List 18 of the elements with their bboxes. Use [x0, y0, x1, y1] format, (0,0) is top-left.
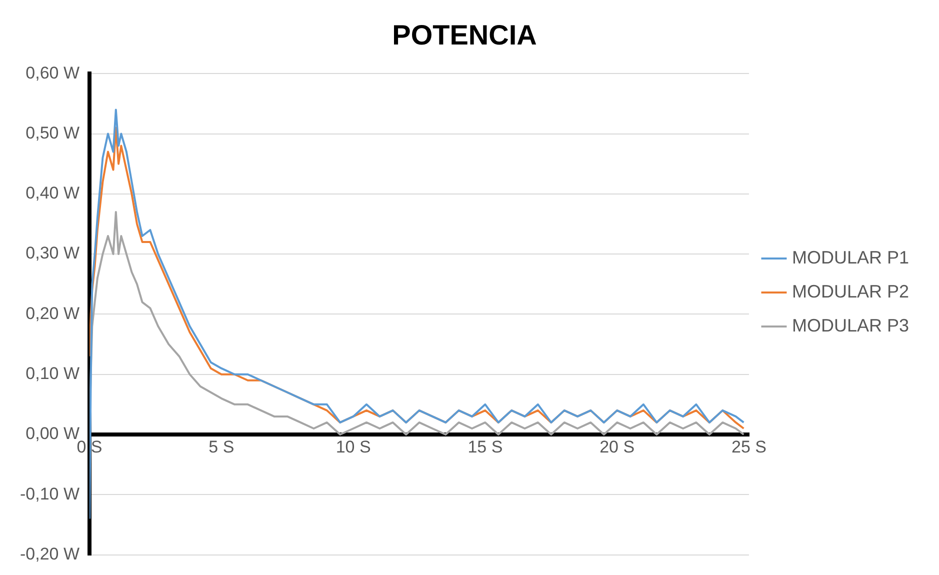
y-tick-label: 0,60 W [26, 63, 80, 82]
y-tick-label: -0,20 W [20, 544, 80, 564]
x-tick-label: 25 S [731, 437, 766, 456]
y-tick-label: 0,40 W [26, 184, 80, 203]
x-tick-label: 0 S [76, 437, 102, 456]
legend-label: MODULAR P1 [792, 247, 910, 268]
x-tick-label: 15 S [468, 437, 503, 456]
y-tick-label: 0,20 W [26, 304, 80, 323]
y-tick-label: 0,30 W [26, 244, 80, 263]
legend-label: MODULAR P3 [792, 315, 910, 336]
chart-title: POTENCIA [392, 20, 537, 51]
x-tick-label: 20 S [600, 437, 635, 456]
legend-label: MODULAR P2 [792, 281, 910, 302]
y-tick-label: 0,50 W [26, 123, 80, 142]
x-tick-label: 5 S [208, 437, 234, 456]
y-tick-label: -0,10 W [20, 484, 80, 504]
x-tick-label: 10 S [336, 437, 371, 456]
y-tick-label: 0,10 W [26, 364, 80, 384]
